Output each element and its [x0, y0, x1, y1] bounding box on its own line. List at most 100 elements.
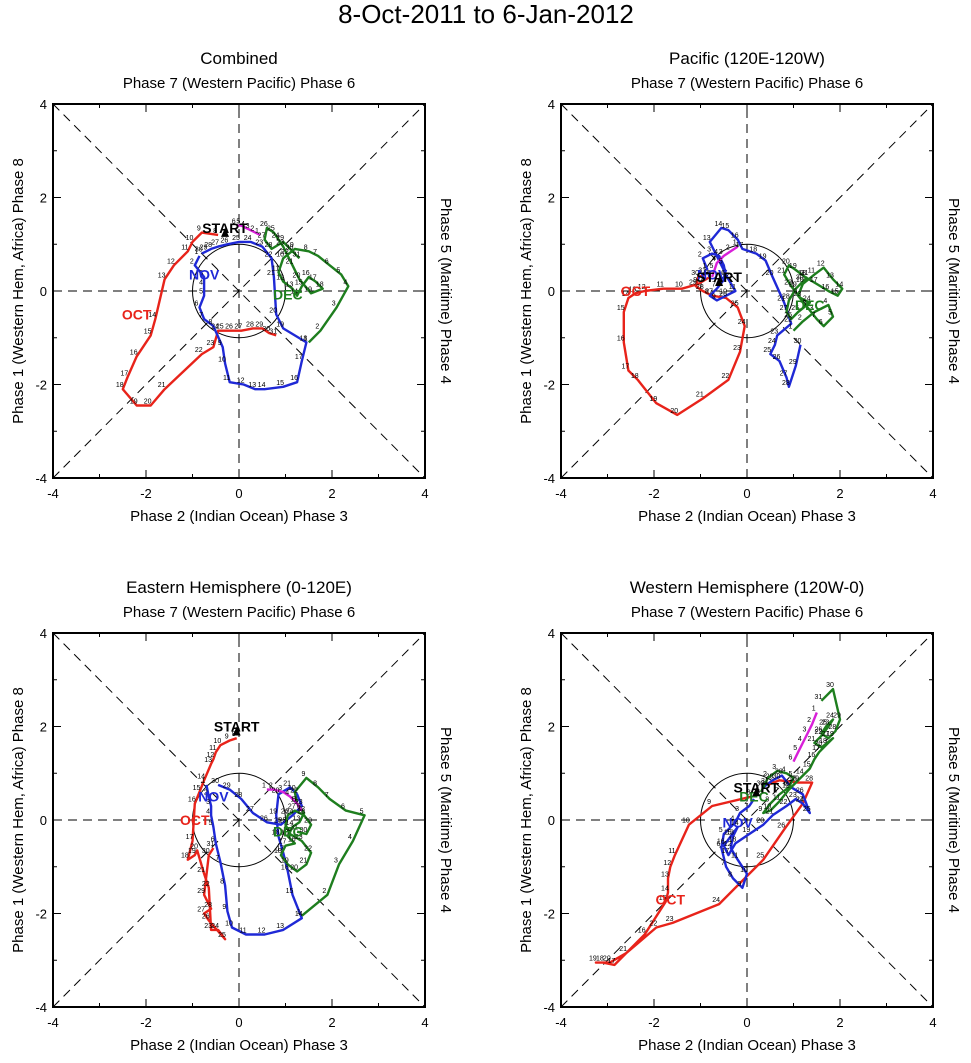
day-label: 1: [756, 785, 760, 792]
y-tick-label: 4: [40, 97, 47, 112]
day-label: 29: [789, 282, 797, 289]
day-label: 3: [199, 270, 203, 277]
day-label: 30: [211, 778, 219, 785]
day-label: 11: [272, 265, 279, 272]
day-label: 13: [726, 829, 734, 836]
day-label: 25: [274, 818, 282, 825]
day-label: 1: [195, 249, 199, 256]
day-label: 26: [777, 822, 785, 829]
figure-title: 8-Oct-2011 to 6-Jan-2012: [338, 0, 634, 29]
day-label: 9: [737, 881, 741, 888]
day-label: 19: [130, 399, 138, 406]
day-label: 10: [763, 804, 771, 811]
day-label: 13: [661, 871, 669, 878]
day-label: 4: [823, 298, 827, 305]
day-label: 23: [204, 923, 212, 930]
day-label: 7: [812, 312, 816, 319]
day-label: 21: [766, 808, 774, 815]
day-label: 28: [782, 293, 790, 300]
day-label: 12: [782, 783, 790, 790]
day-label: 1: [749, 792, 753, 799]
day-label: 19: [649, 396, 657, 403]
y-tick-label: 2: [40, 720, 47, 735]
day-label: 29: [197, 888, 205, 895]
start-label: START: [214, 719, 260, 735]
day-label: 2: [322, 888, 326, 895]
day-label: 3: [772, 764, 776, 771]
day-label: 11: [181, 244, 188, 251]
day-label: 20: [272, 787, 280, 794]
day-label: 29: [223, 783, 231, 790]
day-label: 20: [293, 272, 301, 279]
day-label: 16: [302, 270, 310, 277]
day-label: 6: [721, 270, 725, 277]
right-axis-label: Phase 5 (Maritime) Phase 4: [945, 727, 962, 913]
day-label: 24: [211, 923, 219, 930]
day-label: 4: [712, 256, 716, 263]
top-axis-label: Phase 7 (Western Pacific) Phase 6: [631, 75, 863, 92]
day-label: 8: [728, 871, 732, 878]
day-label: 23: [794, 291, 802, 298]
day-label: 10: [218, 356, 226, 363]
day-label: 4: [782, 766, 786, 773]
series-line-oct: [121, 231, 277, 407]
day-label: 24: [712, 897, 720, 904]
y-tick-label: 0: [548, 284, 555, 299]
day-label: 3: [278, 785, 282, 792]
day-label: 13: [629, 286, 637, 293]
day-label: 9: [793, 289, 797, 296]
day-label: 29: [789, 359, 797, 366]
day-label: 25: [819, 720, 827, 727]
y-tick-label: 0: [40, 813, 47, 828]
panels-group: Combined Phase 7 (Western Pacific) Phase …: [10, 49, 962, 1054]
day-label: 16: [290, 375, 298, 382]
day-label: 31: [269, 328, 277, 335]
day-label: 27: [258, 233, 266, 240]
x-tick-label: 4: [929, 486, 936, 501]
day-label: 4: [343, 279, 347, 286]
day-label: 5: [336, 268, 340, 275]
day-label: 26: [281, 808, 289, 815]
x-tick-label: 4: [929, 1015, 936, 1030]
month-label-oct: OCT: [122, 306, 152, 322]
day-label: 9: [712, 293, 716, 300]
day-label: 28: [828, 724, 836, 731]
series-line-nov: [720, 774, 811, 889]
y-tick-label: 2: [548, 191, 555, 206]
day-label: 15: [659, 895, 667, 902]
day-label: 9: [693, 277, 697, 284]
day-label: 15: [144, 328, 152, 335]
day-label: 26: [796, 787, 804, 794]
day-label: 14: [197, 773, 205, 780]
month-label-oct: OCT: [655, 891, 685, 907]
day-label: 29: [276, 235, 284, 242]
day-label: 3: [334, 857, 338, 864]
day-label: 29: [791, 776, 799, 783]
left-axis-label: Phase 1 (Western Hem, Africa) Phase 8: [518, 687, 535, 953]
day-label: 28: [805, 776, 813, 783]
bottom-axis-label: Phase 2 (Indian Ocean) Phase 3: [638, 1037, 856, 1054]
day-label: 16: [717, 839, 725, 846]
day-label: 29: [766, 773, 774, 780]
day-label: 18: [798, 270, 806, 277]
day-label: 13: [286, 282, 294, 289]
day-label: 26: [202, 914, 210, 921]
day-label: 30: [773, 773, 781, 780]
day-label: 14: [835, 282, 843, 289]
x-tick-label: 0: [743, 1015, 750, 1030]
x-tick-label: -2: [648, 486, 660, 501]
day-label: 23: [255, 240, 263, 247]
day-label: 30: [300, 827, 308, 834]
bottom-axis-label: Phase 2 (Indian Ocean) Phase 3: [130, 1037, 348, 1054]
day-label: 3: [707, 247, 711, 254]
day-label: 11: [223, 375, 230, 382]
day-label: 8: [747, 790, 751, 797]
day-label: 3: [719, 249, 723, 256]
day-label: 10: [740, 867, 748, 874]
day-label: 23: [733, 345, 741, 352]
day-label: 11: [729, 284, 736, 291]
y-tick-label: 0: [40, 284, 47, 299]
day-label: 27: [780, 305, 788, 312]
day-label: 4: [798, 736, 802, 743]
